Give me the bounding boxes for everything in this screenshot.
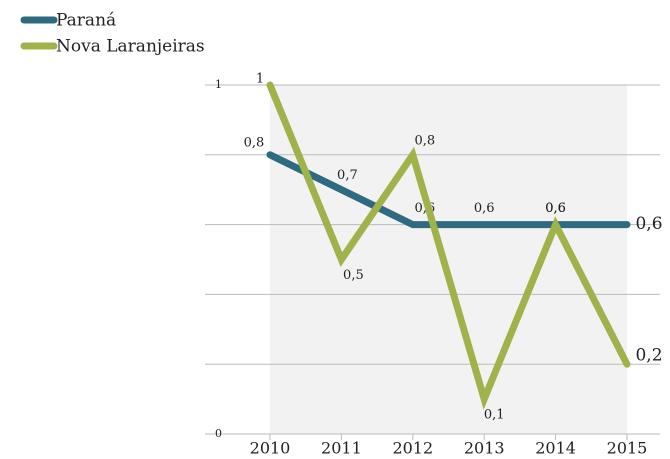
legend-label: Paraná — [56, 11, 116, 31]
y-tick-label: 1 — [215, 78, 222, 91]
data-label: 0,6 — [474, 201, 495, 216]
x-tick-label: 2015 — [607, 439, 648, 458]
data-label: 0,6 — [635, 214, 662, 234]
y-tick-label: 0 — [215, 427, 222, 440]
data-label: 0,8 — [414, 133, 435, 148]
data-label: 0,1 — [484, 408, 505, 423]
legend-label: Nova Laranjeiras — [56, 37, 205, 57]
x-tick-label: 2011 — [321, 439, 362, 458]
plot-background — [270, 85, 627, 434]
data-label: 1 — [256, 72, 264, 87]
data-label: 0,6 — [545, 201, 566, 216]
series-line — [266, 151, 631, 229]
x-tick-label: 2014 — [535, 439, 576, 458]
x-tick-label: 2013 — [464, 439, 505, 458]
x-tick-label: 2010 — [250, 439, 291, 458]
data-label: 0,8 — [244, 135, 265, 150]
data-label: 0,2 — [635, 346, 662, 366]
x-tick-label: 2012 — [392, 439, 433, 458]
series-line — [266, 81, 631, 410]
data-label: 0,7 — [337, 168, 358, 183]
data-label: 0,5 — [343, 268, 364, 283]
data-label: 0,6 — [545, 201, 566, 216]
